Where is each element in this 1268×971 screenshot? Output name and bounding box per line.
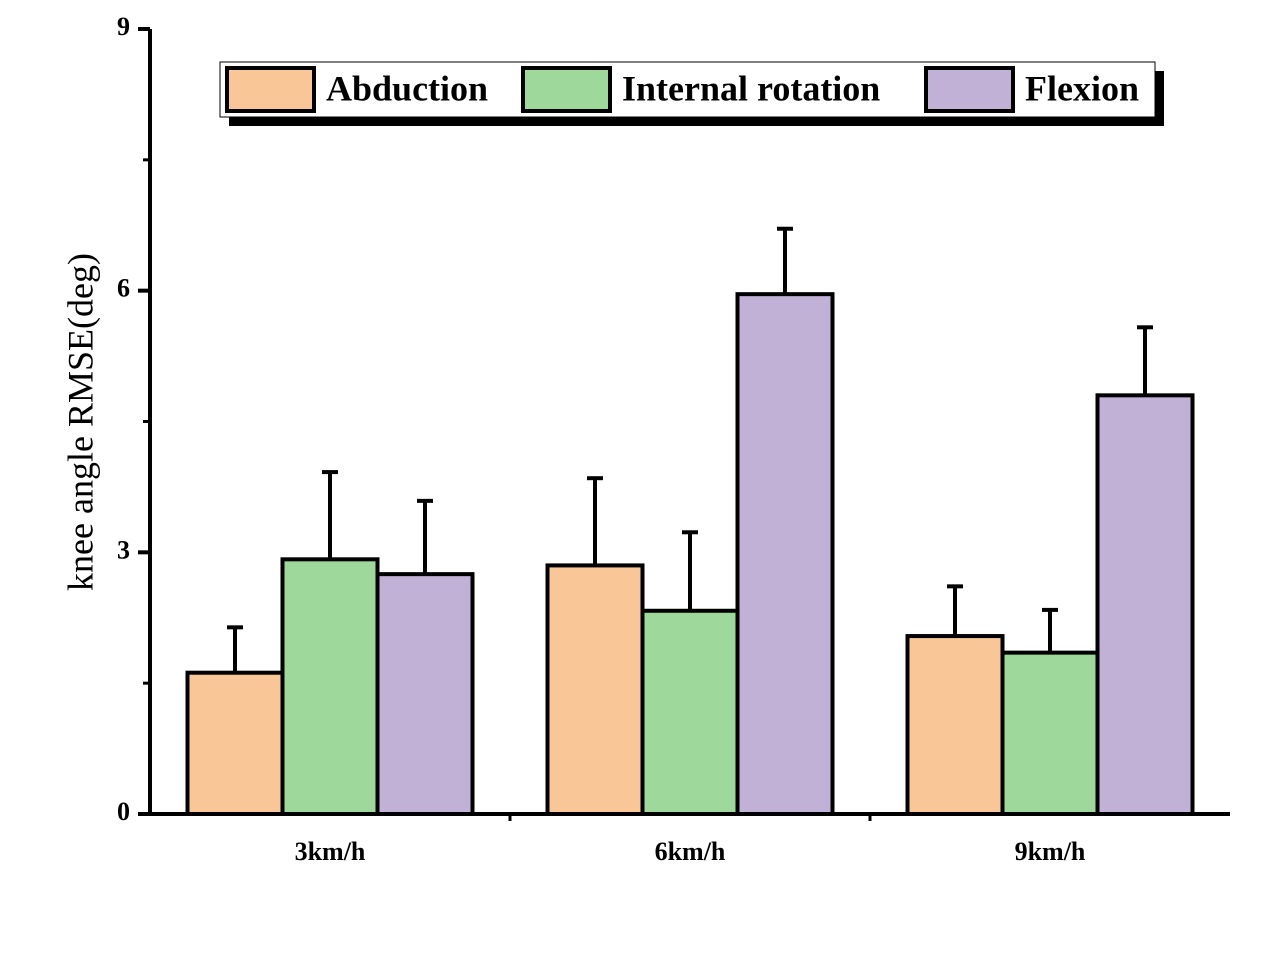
y-tick-label: 6 (117, 274, 130, 303)
bar (545, 563, 645, 817)
bar (185, 670, 285, 817)
y-tick-label: 9 (117, 12, 130, 41)
legend-swatch (225, 66, 316, 113)
x-tick-label: 3km/h (295, 837, 366, 866)
x-tick-label: 9km/h (1015, 837, 1086, 866)
bar (1095, 393, 1195, 816)
legend-label: Abduction (326, 68, 488, 108)
bar (280, 557, 380, 816)
bar (375, 572, 475, 817)
bar (640, 608, 740, 816)
legend-swatch (924, 66, 1015, 113)
legend-label: Flexion (1025, 68, 1139, 108)
x-tick-label: 6km/h (655, 837, 726, 866)
y-tick-label: 0 (117, 797, 130, 826)
legend-label: Internal rotation (622, 68, 880, 108)
y-axis-label: knee angle RMSE(deg) (60, 253, 100, 591)
y-tick-label: 3 (117, 535, 130, 564)
bar (905, 634, 1005, 816)
bar (735, 292, 835, 816)
legend-swatch (521, 66, 612, 113)
bar (1000, 650, 1100, 817)
